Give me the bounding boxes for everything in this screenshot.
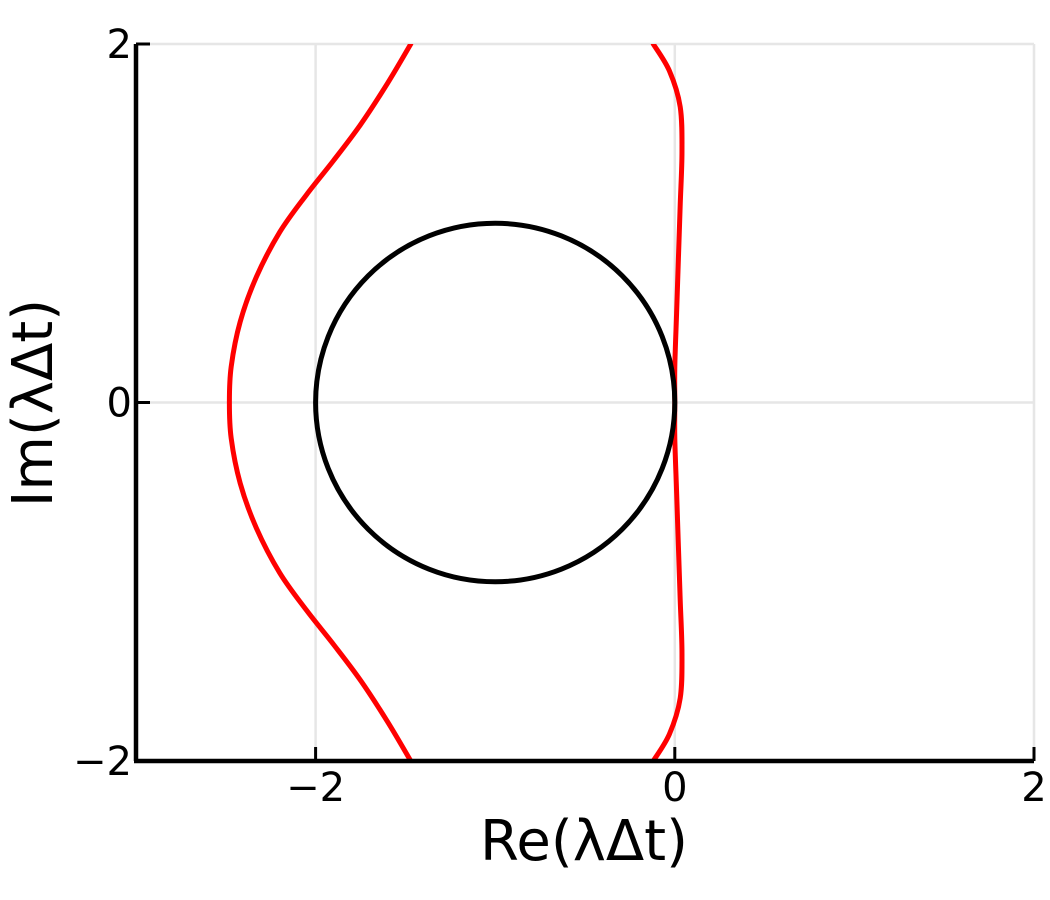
tick-labels: −2 0 2 −2 0 2: [73, 22, 1047, 811]
y-axis-label: Im(λΔt): [1, 299, 66, 507]
x-tick-label: 0: [662, 765, 687, 811]
x-axis-label: Re(λΔt): [480, 809, 688, 874]
y-tick-label: 0: [107, 381, 132, 427]
x-tick-label: 2: [1021, 765, 1046, 811]
x-tick-label: −2: [286, 765, 345, 811]
grid-lines: [136, 42, 1036, 763]
y-tick-label: 2: [107, 22, 132, 68]
y-tick-label: −2: [73, 739, 132, 785]
data-series: [226, 44, 685, 761]
series-line-1: [226, 44, 414, 761]
axes: [133, 42, 1036, 764]
series-line-circle: [313, 220, 678, 585]
